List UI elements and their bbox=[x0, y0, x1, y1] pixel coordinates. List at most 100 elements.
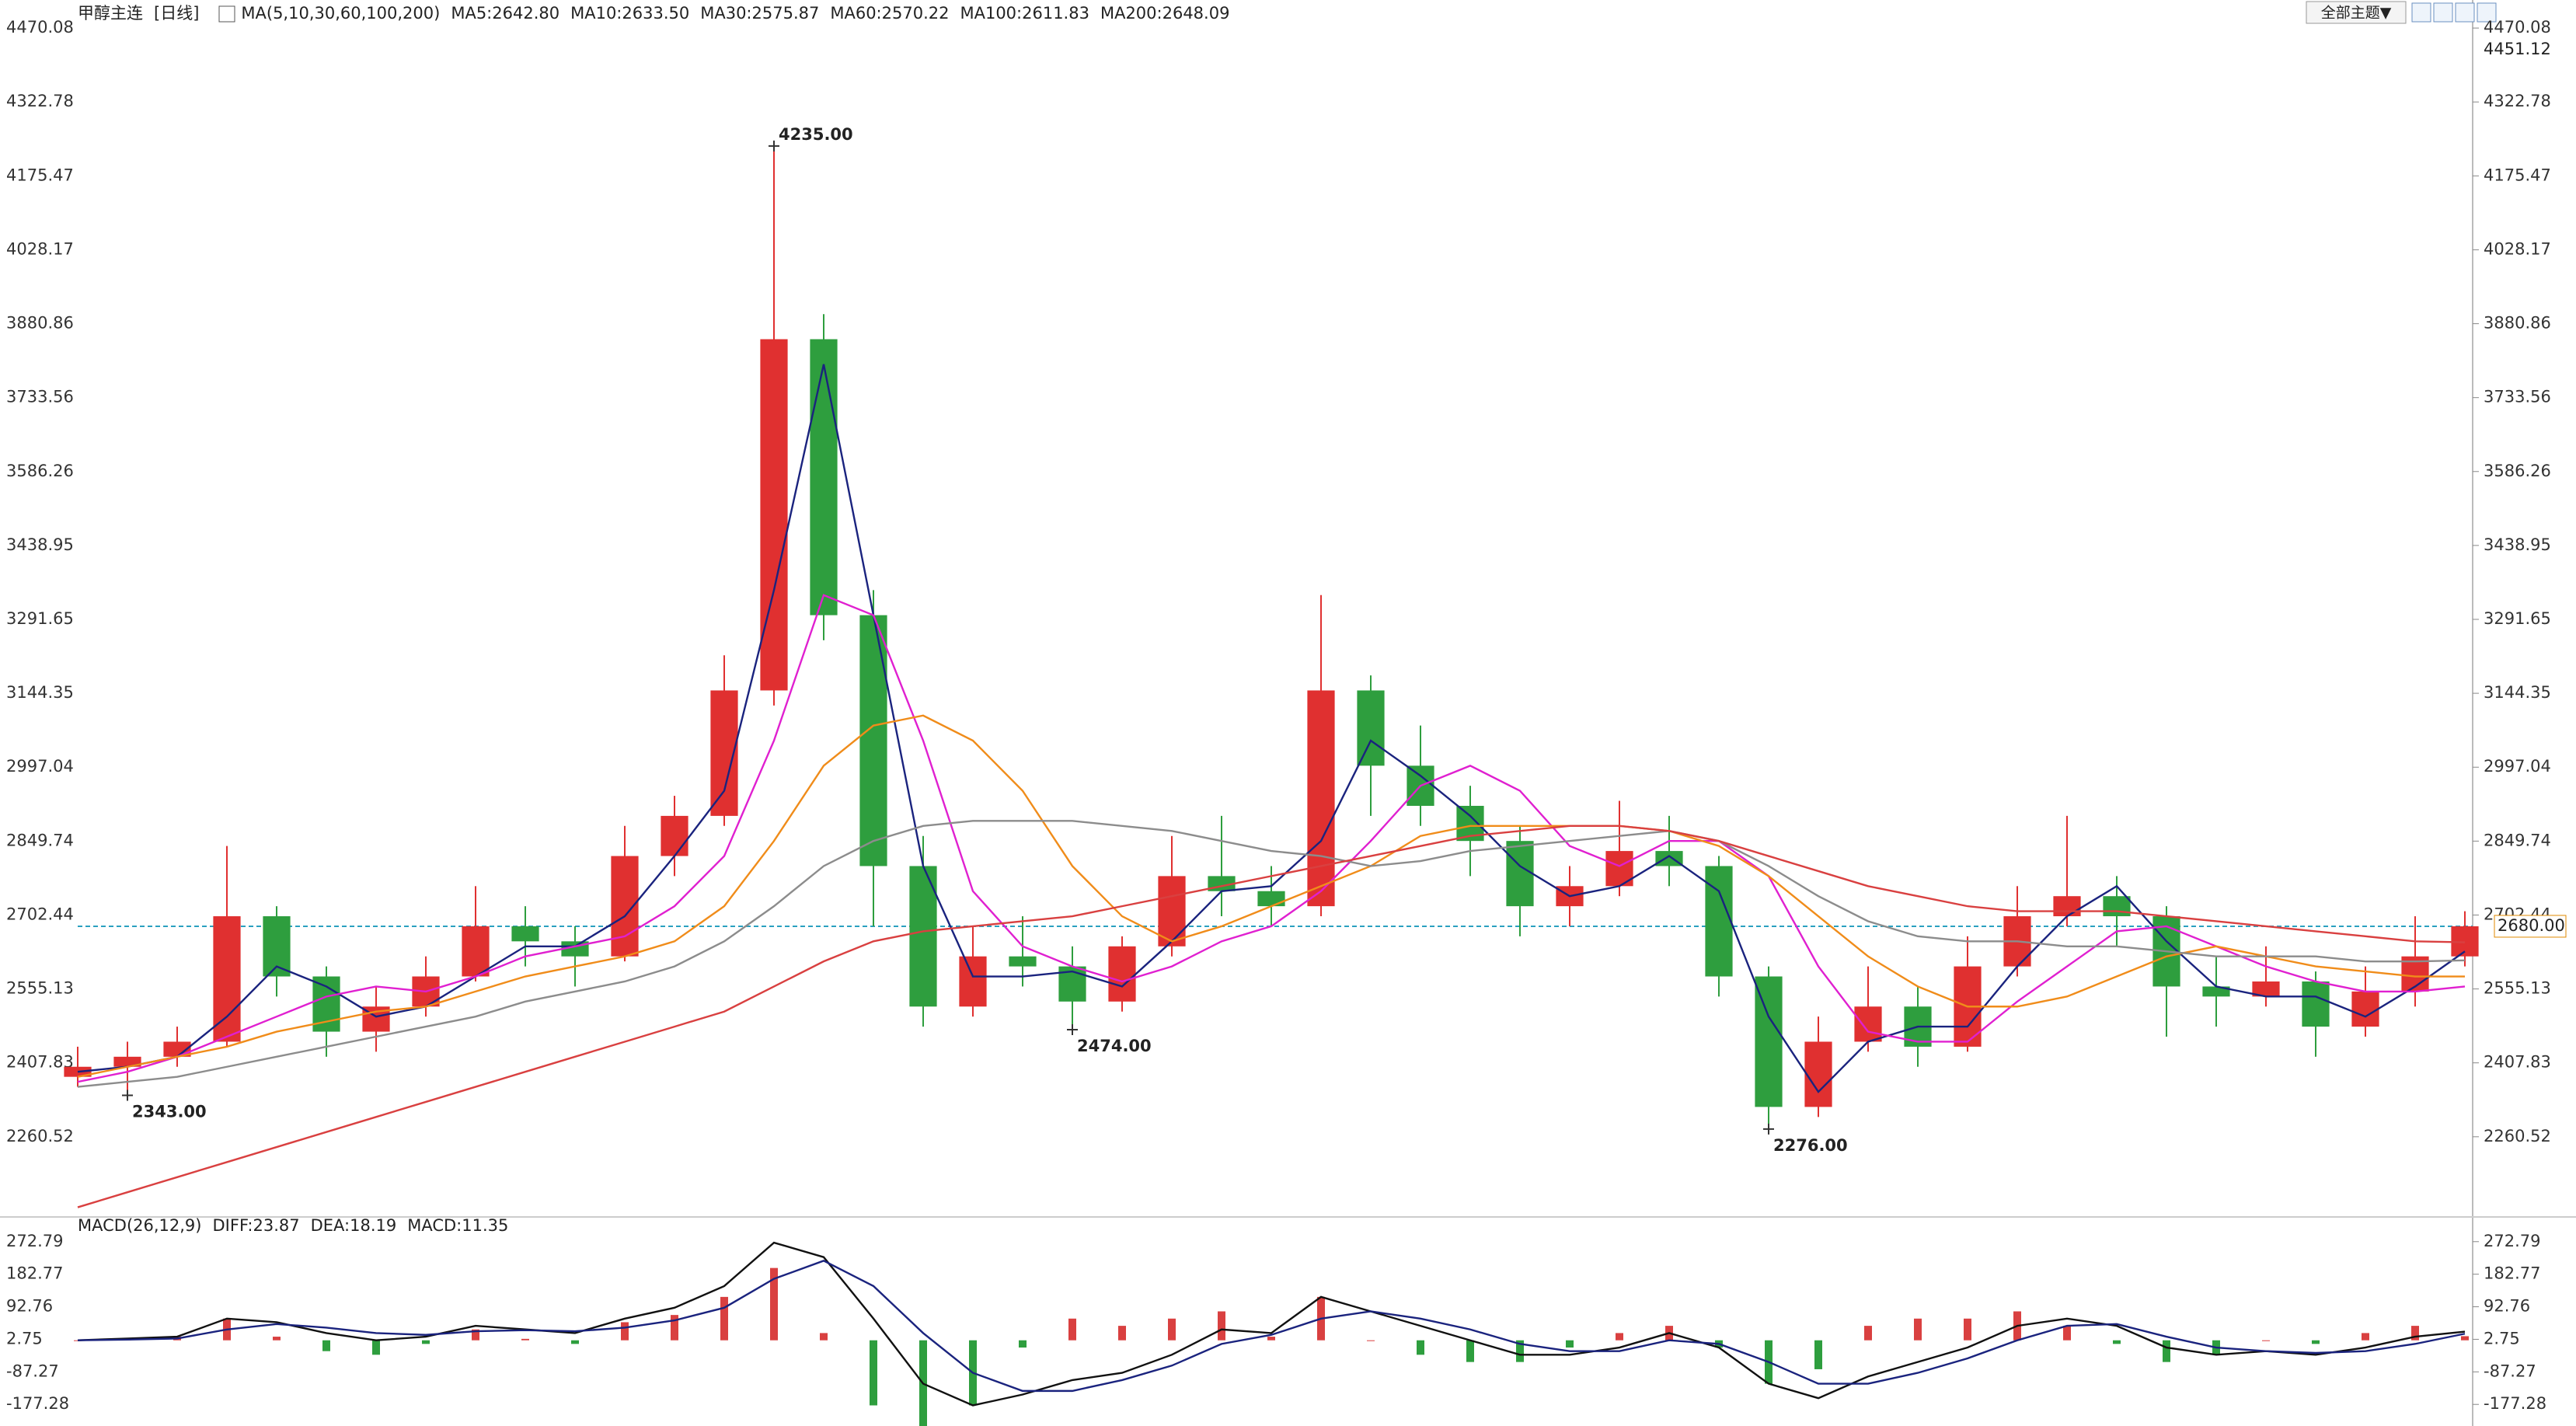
ma-line bbox=[77, 714, 2465, 1078]
y-tick-label: 2260.52 bbox=[6, 1127, 74, 1145]
candle-body bbox=[1108, 946, 1136, 1002]
y-tick-label: 4470.08 bbox=[2484, 18, 2551, 37]
y-tick-label: 2.75 bbox=[2484, 1329, 2520, 1348]
y-tick-label: 4322.78 bbox=[2484, 92, 2551, 110]
y-tick-label: 3291.65 bbox=[2484, 609, 2551, 628]
y-tick-label: 3733.56 bbox=[6, 388, 74, 406]
y-tick-label: 3586.26 bbox=[2484, 462, 2551, 480]
y-tick-label: 3438.95 bbox=[2484, 535, 2551, 554]
y-tick-label: 3144.35 bbox=[2484, 683, 2551, 702]
candle-body bbox=[2252, 981, 2280, 997]
y-tick-label: 4470.08 bbox=[6, 18, 74, 37]
macd-bar bbox=[1516, 1340, 1524, 1362]
macd-bar bbox=[521, 1338, 529, 1341]
annotation-marker bbox=[122, 1090, 133, 1101]
candle-body bbox=[1506, 841, 1534, 907]
candle-body bbox=[1655, 851, 1683, 866]
theme-button-label[interactable]: 全部主题▼ bbox=[2321, 5, 2392, 22]
legend-entry: MA30:2575.87 bbox=[700, 4, 819, 23]
candle-body bbox=[1755, 976, 1783, 1107]
zoom-in-button[interactable] bbox=[2411, 2, 2431, 23]
y-tick-label: 92.76 bbox=[6, 1297, 53, 1316]
candle-body bbox=[1158, 876, 1186, 947]
macd-bar bbox=[2113, 1340, 2121, 1344]
macd-bar bbox=[671, 1315, 678, 1341]
candle-body bbox=[810, 339, 838, 615]
zoom-out-button[interactable] bbox=[2433, 2, 2453, 23]
annotation-marker bbox=[1067, 1023, 1078, 1035]
y-tick-label: 4028.17 bbox=[6, 239, 74, 258]
y-tick-label: 3438.95 bbox=[6, 535, 74, 554]
y-tick-label: 92.76 bbox=[2484, 1297, 2530, 1316]
legend-entry: DEA:18.19 bbox=[311, 1216, 397, 1235]
candle-body bbox=[909, 866, 937, 1007]
macd-bar bbox=[820, 1333, 828, 1341]
macd-bar bbox=[1168, 1318, 1176, 1341]
candle-body bbox=[1009, 956, 1037, 967]
candle-body bbox=[2202, 986, 2230, 997]
right-button[interactable] bbox=[2477, 2, 2497, 23]
macd-bar bbox=[720, 1296, 728, 1341]
legend-entry: MA10:2633.50 bbox=[570, 4, 689, 23]
y-tick-label: -87.27 bbox=[2484, 1361, 2536, 1380]
indicator-label: MA(5,10,30,60,100,200) bbox=[241, 4, 440, 23]
y-tick-label: 3586.26 bbox=[6, 462, 74, 480]
legend-entry: MA60:2570.22 bbox=[830, 4, 949, 23]
macd-bar bbox=[1814, 1340, 1822, 1369]
macd-bar bbox=[1616, 1333, 1623, 1341]
macd-bar bbox=[372, 1340, 380, 1355]
macd-bar bbox=[571, 1340, 579, 1344]
candle-body bbox=[661, 815, 688, 856]
annotation-marker bbox=[1763, 1123, 1774, 1135]
candle-body bbox=[511, 926, 539, 942]
annotation-marker bbox=[769, 140, 779, 152]
legend-entry: MACD:11.35 bbox=[407, 1216, 508, 1235]
y-tick-label: 2849.74 bbox=[2484, 831, 2551, 849]
candle-body bbox=[1705, 866, 1733, 977]
candle-body bbox=[2302, 981, 2330, 1027]
candle-body bbox=[1307, 690, 1335, 907]
annotation-label: 2474.00 bbox=[1077, 1037, 1152, 1055]
y-tick-label: 272.79 bbox=[2484, 1232, 2540, 1250]
candle-body bbox=[2053, 896, 2081, 917]
chart-title: 甲醇主连 bbox=[78, 4, 143, 23]
period-label: [日线] bbox=[154, 4, 199, 23]
legend-entry: MA100:2611.83 bbox=[960, 4, 1089, 23]
toolbar: 全部主题▼ bbox=[2306, 1, 2497, 24]
ma-line bbox=[77, 825, 2466, 1208]
theme-button[interactable] bbox=[2306, 1, 2407, 24]
y-tick-label: 4028.17 bbox=[2484, 239, 2551, 258]
y-tick-label: 3733.56 bbox=[2484, 388, 2551, 406]
y-tick-label: 3880.86 bbox=[6, 314, 74, 333]
macd-bar bbox=[870, 1340, 877, 1406]
y-tick-label: 2407.83 bbox=[2484, 1053, 2551, 1072]
macd-bar bbox=[2163, 1340, 2170, 1362]
y-tick-label: 2849.74 bbox=[6, 831, 74, 849]
y-tick-label: 2702.44 bbox=[6, 905, 74, 923]
last-price-label: 2680.00 bbox=[2498, 916, 2565, 935]
macd-bar bbox=[621, 1322, 629, 1341]
macd-bar bbox=[1466, 1340, 1474, 1362]
y-tick-label: -177.28 bbox=[6, 1394, 69, 1413]
macd-bar bbox=[2063, 1326, 2071, 1341]
ma-line bbox=[77, 594, 2466, 1083]
macd-bar bbox=[2461, 1336, 2469, 1341]
macd-bar bbox=[2312, 1340, 2320, 1344]
y-tick-label: 4175.47 bbox=[6, 166, 74, 184]
y-tick-label: 2555.13 bbox=[2484, 979, 2551, 998]
macd-bar bbox=[1566, 1340, 1574, 1348]
macd-line bbox=[77, 1241, 2466, 1407]
last-price-box bbox=[2494, 915, 2567, 938]
y-tick-label: 272.79 bbox=[6, 1232, 63, 1250]
candle-body bbox=[1357, 690, 1385, 766]
legend-entry: MA200:2648.09 bbox=[1100, 4, 1229, 23]
macd-bar bbox=[1068, 1318, 1076, 1341]
indicator-icon[interactable] bbox=[218, 5, 235, 23]
macd-bar bbox=[1019, 1340, 1027, 1348]
y-tick-label: 3880.86 bbox=[2484, 314, 2551, 333]
left-button[interactable] bbox=[2455, 2, 2475, 23]
macd-bar bbox=[2411, 1326, 2419, 1341]
